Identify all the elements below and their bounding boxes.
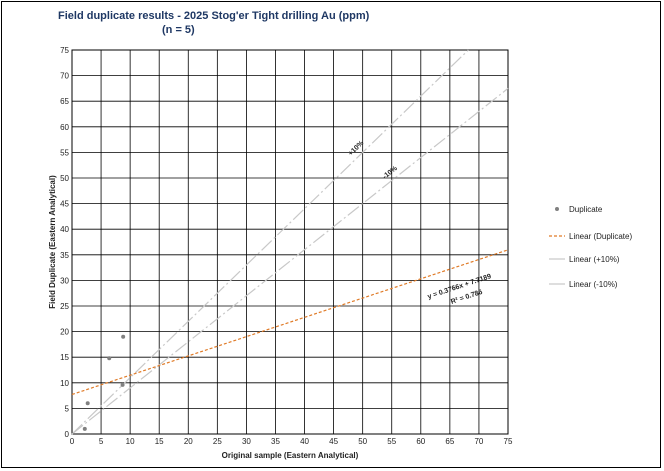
data-point	[107, 356, 112, 361]
y-tick-label: 60	[60, 123, 69, 132]
y-tick-label: 30	[60, 276, 69, 285]
reference-line	[71, 87, 509, 435]
legend-label: Linear (Duplicate)	[569, 232, 632, 241]
y-tick-label: 50	[60, 174, 69, 183]
x-tick-label: 70	[474, 437, 483, 446]
y-tick-label: 5	[65, 404, 70, 413]
x-tick-label: 5	[99, 437, 104, 446]
x-tick-label: 10	[126, 437, 135, 446]
x-tick-label: 55	[387, 437, 396, 446]
x-tick-label: 45	[329, 437, 338, 446]
x-tick-label: 35	[271, 437, 280, 446]
y-axis-label: Field Duplicate (Eastern Analytical)	[48, 175, 57, 309]
y-tick-label: 70	[60, 72, 69, 81]
y-tick-label: 15	[60, 353, 69, 362]
x-tick-labels: 0 5 10 15 20 25 30 35 40 45 50 55 60 65 70 75	[70, 437, 513, 446]
chart-title: Field duplicate results - 2025 Stog'er T…	[58, 10, 370, 22]
data-point	[85, 401, 90, 406]
legend-label: Linear (-10%)	[569, 280, 618, 289]
y-tick-label: 0	[65, 430, 70, 439]
x-tick-label: 40	[300, 437, 309, 446]
plot-area	[71, 49, 509, 435]
y-tick-label: 25	[60, 302, 69, 311]
y-tick-label: 55	[60, 148, 69, 157]
trend-lines	[71, 249, 509, 396]
y-tick-label: 65	[60, 97, 69, 106]
data-point	[120, 382, 125, 387]
y-tick-label: 45	[60, 200, 69, 209]
legend-marker-duplicate	[555, 207, 559, 211]
x-tick-label: 0	[70, 437, 75, 446]
x-tick-label: 30	[242, 437, 251, 446]
data-points	[82, 334, 126, 431]
x-tick-label: 25	[213, 437, 222, 446]
legend-label: Linear (+10%)	[569, 255, 620, 264]
x-tick-label: 15	[155, 437, 164, 446]
x-axis-label: Original sample (Eastern Analytical)	[222, 451, 359, 460]
legend-label: Duplicate	[569, 205, 603, 214]
y-tick-labels: 0 5 10 15 20 25 30 35 40 45 50 55 60 65 70 75	[60, 46, 69, 439]
chart-subtitle: (n = 5)	[162, 24, 195, 36]
y-tick-label: 10	[60, 379, 69, 388]
x-tick-label: 60	[416, 437, 425, 446]
x-tick-label: 50	[358, 437, 367, 446]
chart-grid	[71, 49, 509, 435]
reference-lines	[71, 49, 509, 435]
x-tick-label: 65	[445, 437, 454, 446]
reference-line	[71, 49, 469, 435]
y-tick-label: 35	[60, 251, 69, 260]
data-point	[121, 334, 126, 339]
y-tick-label: 75	[60, 46, 69, 55]
x-tick-label: 75	[504, 437, 513, 446]
x-tick-label: 20	[184, 437, 193, 446]
y-tick-label: 20	[60, 328, 69, 337]
data-point	[82, 426, 87, 431]
chart-legend: Duplicate Linear (Duplicate) Linear (+10%)…	[549, 205, 632, 289]
y-tick-label: 40	[60, 225, 69, 234]
trend-line	[71, 249, 509, 396]
